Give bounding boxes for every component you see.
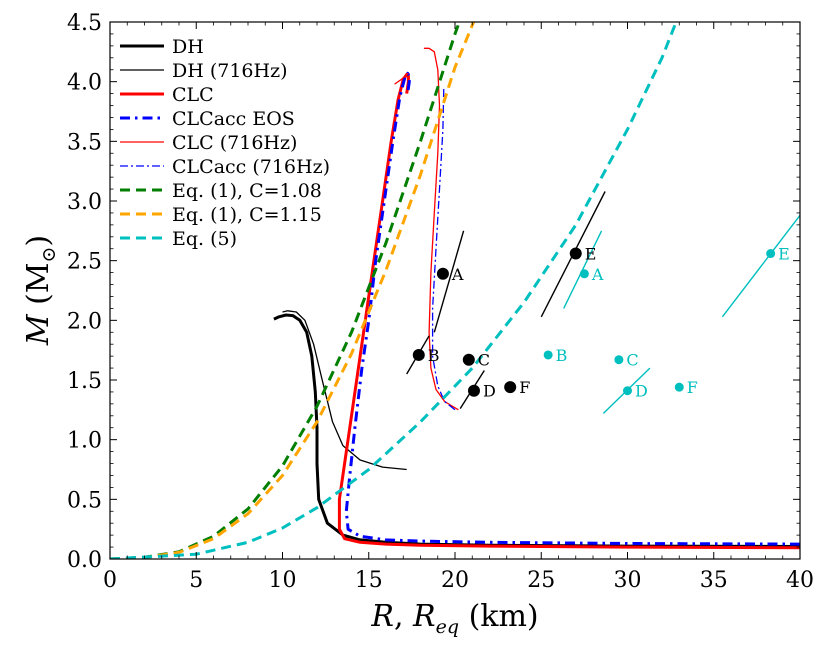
data-point-label-d-3: D bbox=[483, 382, 496, 401]
series-line-eq-1-c-1-15-8 bbox=[110, 22, 476, 559]
legend-label-dh-716hz: DH (716Hz) bbox=[172, 60, 288, 82]
y-tick-label-4: 2.0 bbox=[67, 309, 102, 334]
y-axis-label: M (M⊙) bbox=[21, 235, 60, 346]
data-point-c-8 bbox=[614, 355, 624, 365]
y-tick-label-5: 2.5 bbox=[67, 250, 102, 275]
legend-label-eq-5: Eq. (5) bbox=[172, 228, 237, 250]
segment-line-0 bbox=[433, 230, 465, 333]
data-point-d-9 bbox=[623, 386, 632, 396]
legend-label-eq-1-c-1-08: Eq. (1), C=1.08 bbox=[172, 180, 322, 202]
data-point-d-3 bbox=[467, 384, 480, 397]
data-point-b-7 bbox=[543, 350, 553, 360]
data-point-f-11 bbox=[674, 382, 684, 392]
y-tick-label-3: 1.5 bbox=[67, 369, 102, 394]
plot-area bbox=[110, 22, 800, 559]
data-point-label-b-1: B bbox=[428, 346, 440, 365]
legend-label-clcacc-eos: CLCacc EOS bbox=[172, 108, 295, 130]
data-point-label-f-5: F bbox=[519, 378, 530, 397]
series-line-eq-5-9 bbox=[110, 22, 678, 559]
series-line-clc-716hz-4 bbox=[394, 72, 409, 85]
legend-label-clc: CLC bbox=[172, 84, 214, 106]
segment-line-6 bbox=[721, 214, 800, 318]
data-point-e-10 bbox=[766, 249, 776, 259]
data-point-e-4 bbox=[569, 247, 582, 260]
y-tick-label-9: 4.5 bbox=[67, 11, 102, 36]
x-tick-label-6: 30 bbox=[614, 568, 642, 593]
ticks-layer: 0 5 10 15 20 25 30 35 40 0.0 0.5 1.0 1.5 2.0 2.5 3.0 3.5… bbox=[67, 11, 814, 593]
data-point-label-c-8: C bbox=[626, 351, 638, 370]
data-point-label-d-9: D bbox=[635, 382, 648, 401]
legend-label-dh: DH bbox=[172, 36, 204, 58]
curves-layer bbox=[110, 22, 800, 559]
y-tick-label-1: 0.5 bbox=[67, 488, 102, 513]
data-point-label-a-0: A bbox=[451, 265, 464, 284]
data-point-label-f-11: F bbox=[687, 378, 698, 397]
x-tick-label-4: 20 bbox=[441, 568, 469, 593]
data-point-a-6 bbox=[579, 269, 589, 279]
data-point-c-2 bbox=[462, 353, 475, 366]
x-tick-label-7: 35 bbox=[700, 568, 728, 593]
x-tick-label-8: 40 bbox=[786, 568, 814, 593]
y-tick-label-6: 3.0 bbox=[67, 190, 102, 215]
y-tick-label-7: 3.5 bbox=[67, 130, 102, 155]
legend-label-eq-1-c-1-15: Eq. (1), C=1.15 bbox=[172, 204, 322, 226]
segment-line-4 bbox=[563, 230, 603, 309]
data-point-label-b-7: B bbox=[556, 346, 568, 365]
data-point-b-1 bbox=[412, 348, 425, 361]
segments-layer bbox=[406, 191, 800, 414]
data-point-label-e-4: E bbox=[585, 245, 597, 264]
y-tick-label-8: 4.0 bbox=[67, 71, 102, 96]
data-point-label-a-6: A bbox=[591, 265, 604, 284]
y-tick-label-0: 0.0 bbox=[67, 548, 102, 573]
series-line-clcacc-716hz-6 bbox=[431, 87, 456, 411]
legend-label-clc-716hz: CLC (716Hz) bbox=[172, 132, 297, 154]
series-line-eq-1-c-1-08-7 bbox=[110, 22, 461, 559]
series-line-clc-716hz-5 bbox=[423, 47, 459, 411]
x-axis-label: R, Req (km) bbox=[370, 599, 538, 638]
data-point-label-c-2: C bbox=[478, 351, 490, 370]
x-tick-label-5: 25 bbox=[527, 568, 555, 593]
y-tick-label-2: 1.0 bbox=[67, 429, 102, 454]
x-tick-label-3: 15 bbox=[355, 568, 383, 593]
x-tick-label-0: 0 bbox=[103, 568, 117, 593]
data-point-a-0 bbox=[436, 267, 449, 280]
data-point-label-e-10: E bbox=[778, 245, 790, 264]
data-point-f-5 bbox=[504, 381, 517, 394]
x-tick-label-1: 5 bbox=[189, 568, 203, 593]
x-tick-label-2: 10 bbox=[269, 568, 297, 593]
series-line-dh-716hz-1 bbox=[282, 310, 407, 471]
legend-label-clcacc-716hz: CLCacc (716Hz) bbox=[172, 156, 330, 178]
